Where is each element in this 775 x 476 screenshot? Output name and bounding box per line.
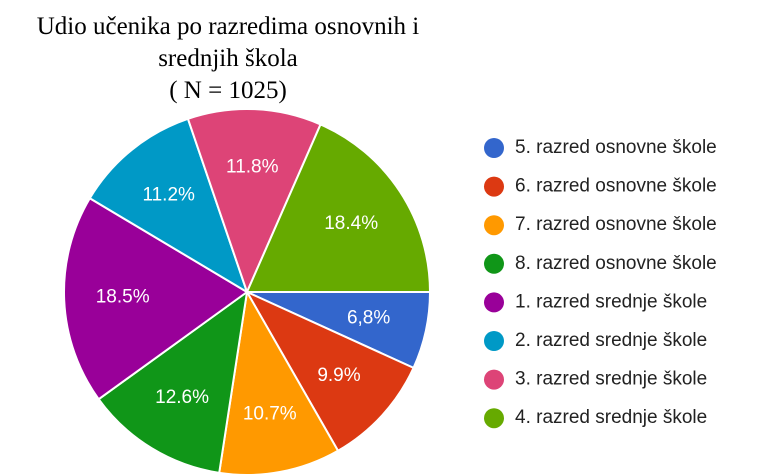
legend-label: 3. razred srednje škole xyxy=(515,369,707,390)
legend-swatch xyxy=(484,292,504,313)
pie-slice xyxy=(88,117,249,295)
legend-label: 2. razred srednje škole xyxy=(515,330,707,351)
slice-label: 11.2% xyxy=(142,184,195,205)
legend-swatch xyxy=(484,253,504,274)
slice-label: 18.4% xyxy=(324,213,378,234)
legend-swatch xyxy=(484,215,504,236)
slice-label: 11.8% xyxy=(226,157,279,178)
chart-title: Udio učenika po razredima osnovnih i xyxy=(37,13,420,40)
legend-swatch xyxy=(484,138,504,158)
legend-swatch xyxy=(484,408,504,429)
legend-swatch xyxy=(484,331,504,351)
legend-label: 1. razred srednje škole xyxy=(515,291,707,312)
legend-swatch xyxy=(484,369,504,390)
pie-slice xyxy=(63,196,249,401)
legend-label: 8. razred osnovne škole xyxy=(515,253,717,274)
legend-label: 6. razred osnovne škole xyxy=(515,176,717,197)
chart-title: ( N = 1025) xyxy=(169,77,287,104)
pie-slice xyxy=(218,289,340,476)
slice-label: 9.9% xyxy=(317,365,360,386)
slice-label: 10.7% xyxy=(243,403,297,424)
pie-slice xyxy=(244,289,415,453)
pie-slice xyxy=(186,108,322,295)
legend-label: 5. razred osnovne škole xyxy=(515,137,717,158)
chart-title: srednjih škola xyxy=(158,45,298,72)
legend-label: 4. razred srednje škole xyxy=(515,407,707,428)
slice-label: 12.6% xyxy=(155,387,209,408)
slice-label: 6,8% xyxy=(347,307,390,328)
slice-label: 18.5% xyxy=(96,286,150,307)
legend-swatch xyxy=(484,176,504,197)
legend-label: 7. razred osnovne škole xyxy=(515,214,717,235)
pie-slice xyxy=(97,289,249,475)
pie-slice xyxy=(245,123,432,293)
